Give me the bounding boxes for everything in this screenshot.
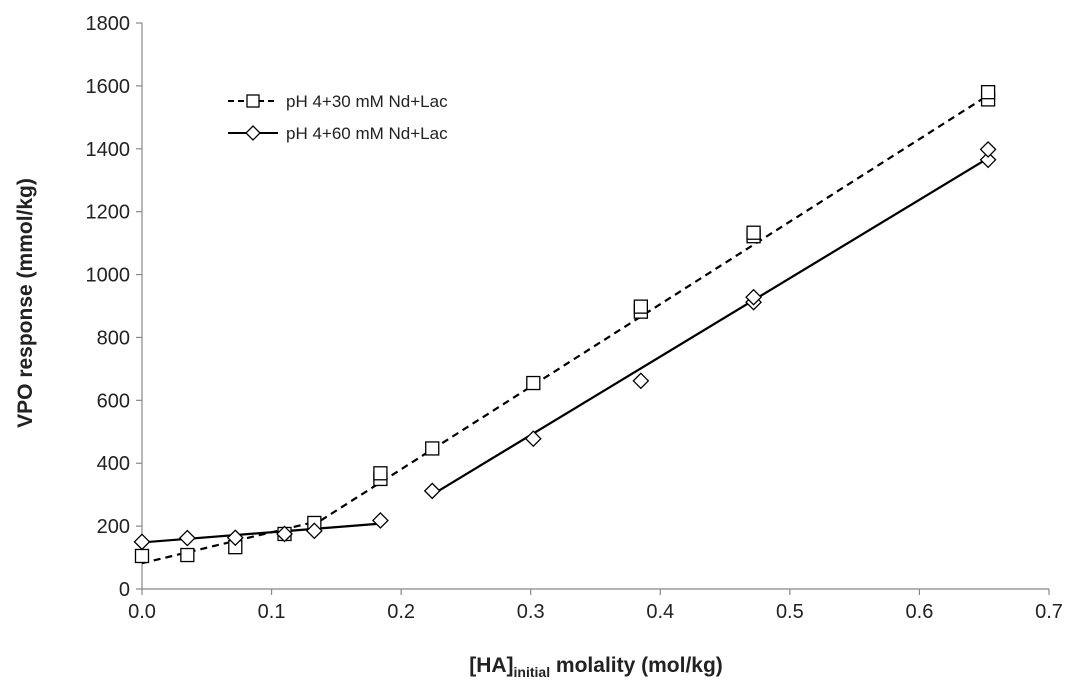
data-point-series-2 bbox=[423, 482, 441, 500]
y-tick-label: 400 bbox=[97, 453, 130, 475]
data-point-series-1 bbox=[425, 441, 440, 456]
y-tick-label: 1400 bbox=[86, 139, 131, 161]
y-tick-label: 800 bbox=[97, 327, 130, 349]
x-tick-label: 0.6 bbox=[906, 601, 934, 623]
y-tick-label: 1200 bbox=[86, 202, 131, 224]
data-point-series-2 bbox=[276, 525, 293, 543]
data-point-series-2 bbox=[745, 288, 762, 306]
data-point-series-2 bbox=[226, 529, 244, 547]
data-point-series-1 bbox=[980, 85, 996, 100]
data-point-series-2 bbox=[133, 533, 151, 551]
y-tick-label: 600 bbox=[97, 390, 130, 412]
data-point-series-2 bbox=[178, 529, 196, 547]
legend-marker-series-2 bbox=[245, 125, 261, 141]
axes: 0 200 400 600 800 1000 1200 1400 1600 1800 0.0 0.1 0… bbox=[86, 13, 1063, 623]
x-tick-label: 0.2 bbox=[387, 601, 415, 623]
y-axis-title: VPO response (mmol/kg) bbox=[14, 178, 37, 428]
data-point-series-2 bbox=[524, 430, 542, 448]
x-tick-label: 0.0 bbox=[128, 601, 156, 623]
legend: pH 4+30 mM Nd+Lac pH 4+60 mM Nd+Lac bbox=[228, 92, 448, 143]
data-point-series-1 bbox=[633, 299, 648, 314]
data-markers bbox=[133, 85, 997, 564]
fit-lines bbox=[141, 94, 989, 565]
data-point-series-1 bbox=[373, 466, 388, 481]
fit-line-series-1-segment-1 bbox=[141, 519, 322, 565]
data-point-series-1 bbox=[180, 547, 195, 563]
y-tick-label: 1600 bbox=[86, 76, 131, 98]
x-tick-label: 0.1 bbox=[258, 601, 286, 623]
x-tick-label: 0.7 bbox=[1035, 601, 1063, 623]
data-point-series-1 bbox=[746, 225, 761, 240]
x-tick-label: 0.3 bbox=[517, 601, 545, 623]
data-point-series-2 bbox=[979, 140, 997, 158]
fit-line-series-2-segment-2 bbox=[431, 157, 989, 496]
x-axis-title-rest: molality (mol/kg) bbox=[550, 654, 723, 677]
y-tick-label: 1800 bbox=[86, 13, 131, 35]
legend-marker-series-1 bbox=[246, 94, 260, 108]
data-point-series-1 bbox=[526, 375, 541, 391]
y-tick-label: 0 bbox=[119, 579, 130, 601]
data-point-series-2 bbox=[371, 512, 389, 529]
y-tick-label: 1000 bbox=[86, 265, 131, 287]
legend-label-series-1: pH 4+30 mM Nd+Lac bbox=[286, 92, 448, 111]
fit-line-series-1-segment-2 bbox=[320, 94, 989, 522]
x-tick-label: 0.4 bbox=[646, 601, 674, 623]
data-point-series-2 bbox=[632, 372, 650, 390]
data-point-series-1 bbox=[134, 548, 150, 564]
y-tick-label: 200 bbox=[97, 516, 130, 538]
x-axis-title-subscript: initial bbox=[514, 664, 551, 680]
legend-label-series-2: pH 4+60 mM Nd+Lac bbox=[286, 124, 448, 143]
fit-line-series-2-segment-1 bbox=[141, 522, 381, 544]
x-axis-title: [HA]initial molality (mol/kg) bbox=[469, 654, 723, 680]
data-point-series-2 bbox=[979, 151, 997, 169]
x-tick-label: 0.5 bbox=[776, 601, 804, 623]
data-point-series-2 bbox=[305, 522, 323, 540]
x-axis-title-main: [HA] bbox=[469, 654, 513, 677]
